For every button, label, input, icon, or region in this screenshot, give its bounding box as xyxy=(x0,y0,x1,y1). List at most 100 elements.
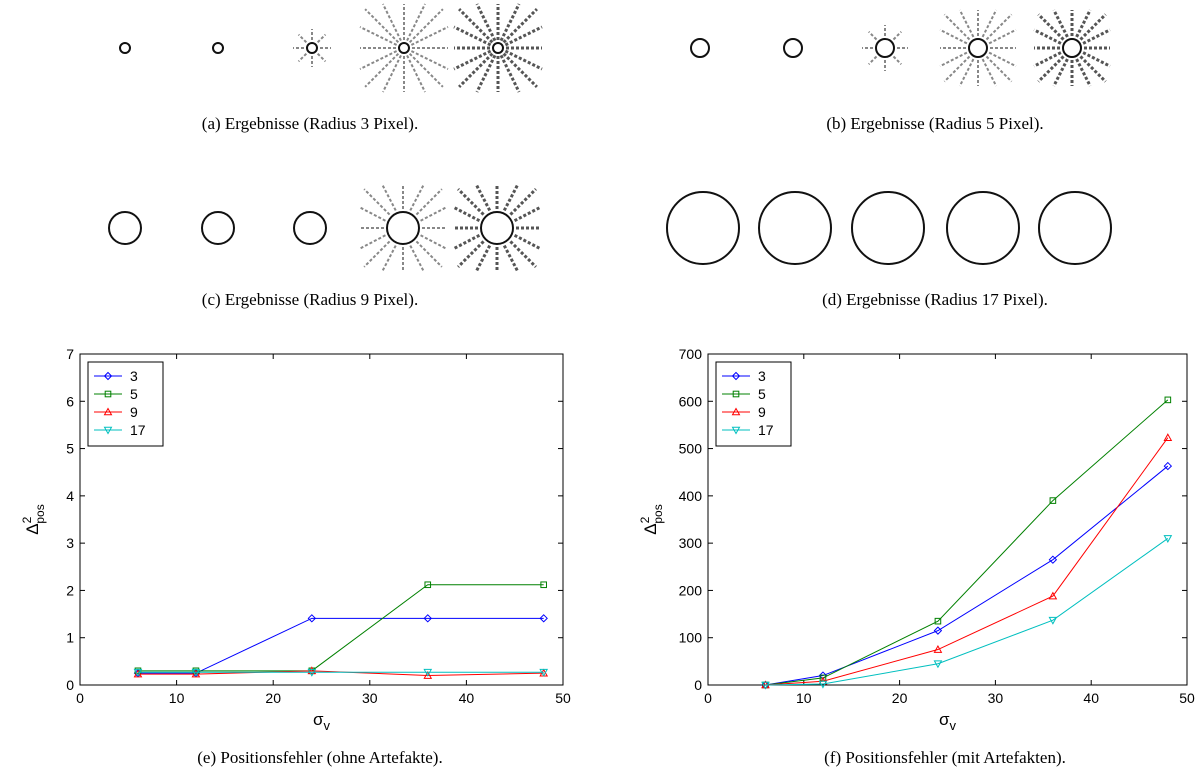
artifact xyxy=(454,51,491,69)
x-axis-label: σv xyxy=(939,710,957,733)
x-tick-label: 20 xyxy=(265,690,281,706)
artifact xyxy=(382,246,396,272)
artifact xyxy=(476,246,490,272)
y-tick-label: 500 xyxy=(679,441,703,457)
y-tick-label: 6 xyxy=(66,393,74,409)
x-tick-label: 40 xyxy=(1083,690,1099,706)
x-tick-label: 30 xyxy=(362,690,378,706)
artifact xyxy=(515,207,541,221)
artifact xyxy=(504,184,518,210)
legend-label: 9 xyxy=(758,404,766,420)
result-image xyxy=(862,25,908,71)
artifact xyxy=(359,207,385,221)
artifact xyxy=(869,32,877,40)
y-tick-label: 2 xyxy=(66,582,74,598)
artifact xyxy=(504,246,518,272)
y-tick-label: 1 xyxy=(66,630,74,646)
result-image xyxy=(359,184,447,272)
circle-result xyxy=(1063,39,1081,57)
artifact xyxy=(454,27,491,45)
legend-label: 17 xyxy=(758,422,774,438)
y-tick-label: 0 xyxy=(66,677,74,693)
caption: (a) Ergebnisse (Radius 3 Pixel). xyxy=(202,114,418,133)
x-label-subscript: v xyxy=(950,718,957,733)
x-tick-label: 0 xyxy=(76,690,84,706)
artifact xyxy=(501,4,519,41)
y-axis-label: Δ2pos xyxy=(638,504,665,534)
y-label-superscript: 2 xyxy=(638,516,652,523)
artifact xyxy=(453,235,479,249)
legend-label: 5 xyxy=(130,386,138,402)
circle-result xyxy=(852,192,924,264)
result-image xyxy=(202,212,234,244)
artifact xyxy=(411,51,448,69)
y-tick-label: 400 xyxy=(679,488,703,504)
y-label-superscript: 2 xyxy=(20,516,34,523)
artifact xyxy=(299,54,307,62)
artifact xyxy=(407,55,425,92)
caption: (e) Positionsfehler (ohne Artefakte). xyxy=(197,748,442,767)
y-axis-label: Δ2pos xyxy=(20,504,47,534)
result-image xyxy=(213,43,223,53)
circle-result xyxy=(691,39,709,57)
result-image xyxy=(784,39,802,57)
result-image xyxy=(293,29,331,67)
x-tick-label: 20 xyxy=(892,690,908,706)
result-image xyxy=(759,192,831,264)
circle-result xyxy=(120,43,130,53)
artifact xyxy=(1080,14,1105,39)
y-label-symbol: Δ xyxy=(23,523,42,534)
circle-result xyxy=(667,192,739,264)
x-tick-label: 50 xyxy=(555,690,571,706)
artifact xyxy=(869,56,877,64)
artifact xyxy=(318,54,326,62)
circle-result xyxy=(399,43,409,53)
artifact xyxy=(477,55,495,92)
x-tick-label: 10 xyxy=(169,690,185,706)
artifact xyxy=(410,184,424,210)
artifact xyxy=(505,51,542,69)
artifact xyxy=(1038,14,1063,39)
legend-label: 3 xyxy=(758,368,766,384)
y-tick-label: 4 xyxy=(66,488,74,504)
artifact xyxy=(360,51,397,69)
y-tick-label: 600 xyxy=(679,393,703,409)
y-tick-label: 200 xyxy=(679,582,703,598)
circle-result xyxy=(1039,192,1111,264)
y-tick-label: 100 xyxy=(679,630,703,646)
artifact xyxy=(1038,56,1063,81)
artifact xyxy=(407,4,425,41)
x-tick-label: 30 xyxy=(988,690,1004,706)
x-axis-label: σv xyxy=(313,710,331,733)
x-tick-label: 0 xyxy=(704,690,712,706)
artifact xyxy=(359,235,385,249)
result-image xyxy=(454,4,542,92)
artifact xyxy=(986,14,1011,39)
circle-result xyxy=(947,192,1019,264)
result-image xyxy=(109,212,141,244)
circle-result xyxy=(109,212,141,244)
caption: (d) Ergebnisse (Radius 17 Pixel). xyxy=(822,290,1048,309)
y-tick-label: 0 xyxy=(694,677,702,693)
y-tick-label: 300 xyxy=(679,535,703,551)
x-label-symbol: σ xyxy=(313,710,324,729)
artifact xyxy=(411,27,448,45)
x-label-subscript: v xyxy=(324,718,331,733)
artifact xyxy=(505,27,542,45)
circle-result xyxy=(759,192,831,264)
artifact xyxy=(360,27,397,45)
y-label-subscript: pos xyxy=(33,504,47,523)
circle-result xyxy=(294,212,326,244)
result-image xyxy=(691,39,709,57)
circle-result xyxy=(493,43,503,53)
artifact xyxy=(476,184,490,210)
legend-label: 3 xyxy=(130,368,138,384)
figure: (a) Ergebnisse (Radius 3 Pixel). (b) Erg… xyxy=(0,0,1197,776)
caption: (f) Positionsfehler (mit Artefakten). xyxy=(824,748,1066,767)
x-tick-label: 40 xyxy=(459,690,475,706)
artifact xyxy=(421,235,447,249)
artifact xyxy=(453,207,479,221)
legend xyxy=(88,362,163,446)
artifact xyxy=(501,55,519,92)
y-tick-label: 5 xyxy=(66,441,74,457)
